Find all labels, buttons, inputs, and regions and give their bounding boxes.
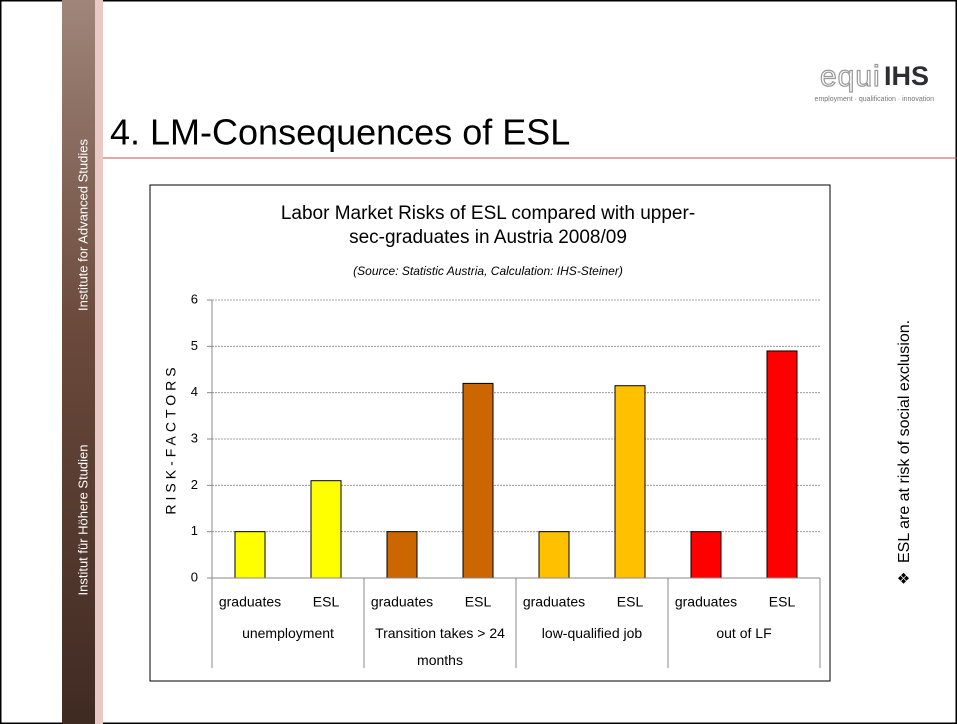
bullet-text: ESL are at risk of social exclusion. (896, 320, 913, 563)
sidebar-text: Institut für Höhere Studien (75, 444, 90, 595)
x-tick-label: graduates (371, 594, 433, 610)
y-tick-label: 6 (191, 291, 198, 306)
x-tick-label: ESL (769, 594, 796, 610)
chart-subtitle: (Source: Statistic Austria, Calculation:… (353, 264, 623, 278)
x-tick-label: ESL (465, 594, 492, 610)
slide-title: 4. LM-Consequences of ESL (110, 112, 570, 153)
bar (386, 531, 418, 579)
x-tick-label: graduates (675, 594, 737, 610)
y-tick-label: 4 (191, 384, 198, 399)
logo-tagline: employment · qualification · innovation (815, 96, 935, 103)
group-label: out of LF (716, 625, 772, 641)
x-tick-label: ESL (313, 594, 340, 610)
y-axis-label: RISK-FACTORS (163, 363, 179, 514)
y-tick-label: 0 (191, 569, 198, 584)
logo-mark: equi (820, 60, 881, 93)
bar (690, 531, 722, 579)
x-tick-label: graduates (523, 594, 585, 610)
bar (310, 480, 342, 579)
bar (538, 531, 570, 579)
x-tick-label: ESL (617, 594, 644, 610)
y-tick-label: 3 (191, 430, 198, 445)
y-tick-label: 2 (191, 477, 198, 492)
logo-name: IHS (884, 61, 929, 91)
group-label: Transition takes > 24 months (375, 625, 505, 668)
sidebar-text: Institute for Advanced Studies (75, 139, 90, 311)
sidebar-strip (95, 0, 103, 724)
x-tick-label: graduates (219, 594, 281, 610)
chart-title: Labor Market Risks of ESL compared with … (281, 203, 695, 248)
bar (462, 382, 494, 579)
group-label: low-qualified job (541, 625, 643, 641)
sidebar (62, 0, 95, 724)
bar (766, 350, 798, 579)
group-label: unemployment (242, 625, 334, 641)
bullet-marker: ❖ (896, 572, 913, 585)
bar (614, 385, 646, 579)
bar (234, 531, 266, 579)
y-tick-label: 5 (191, 338, 198, 353)
y-tick-label: 1 (191, 523, 198, 538)
